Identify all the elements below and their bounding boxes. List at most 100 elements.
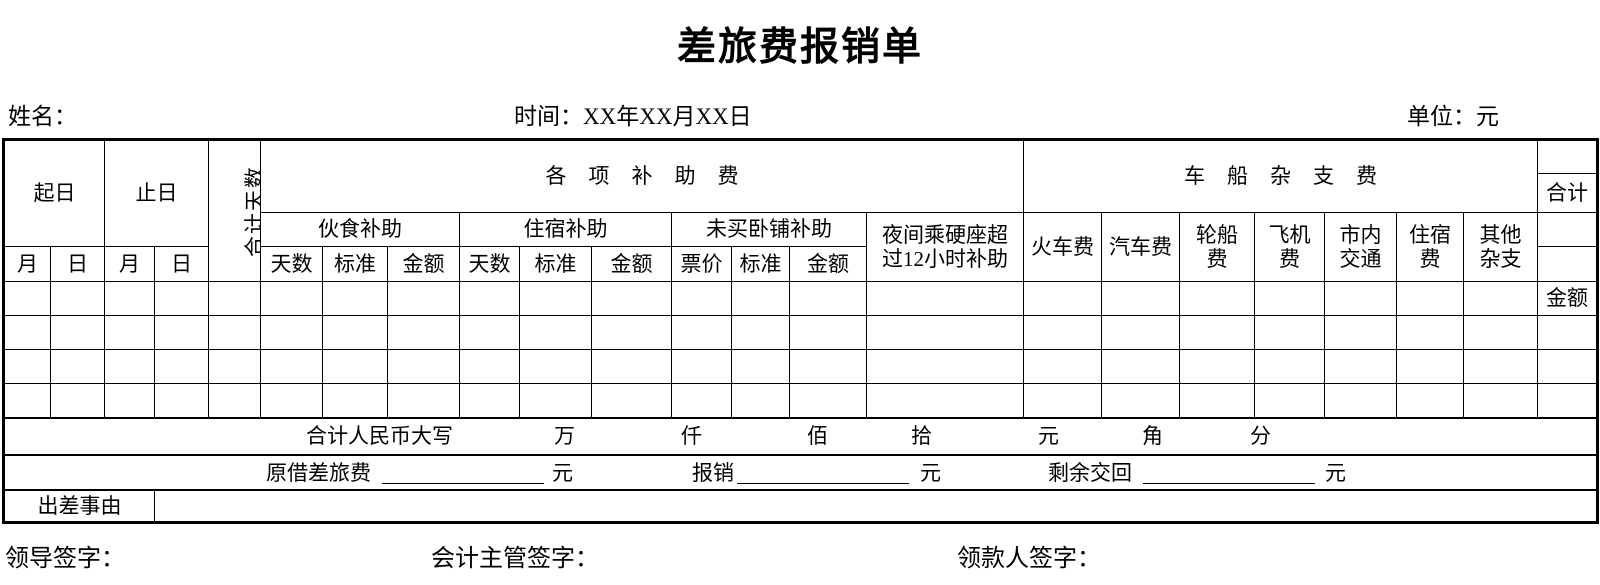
data-cell[interactable]	[1537, 315, 1599, 350]
data-cell[interactable]	[591, 315, 672, 350]
data-cell[interactable]	[208, 315, 261, 350]
data-cell[interactable]	[1396, 383, 1465, 418]
data-cell[interactable]	[104, 349, 155, 384]
data-cell[interactable]	[154, 383, 209, 418]
data-cell[interactable]	[1179, 281, 1256, 316]
data-cell[interactable]	[459, 349, 520, 384]
data-cell[interactable]	[1254, 281, 1326, 316]
data-cell[interactable]	[1396, 315, 1465, 350]
data-cell[interactable]	[322, 383, 388, 418]
data-cell[interactable]	[1324, 383, 1398, 418]
data-cell[interactable]	[519, 349, 592, 384]
data-cell[interactable]	[1023, 349, 1103, 384]
data-cell[interactable]	[1023, 383, 1103, 418]
data-cell[interactable]	[731, 383, 790, 418]
data-cell[interactable]	[1023, 315, 1103, 350]
data-cell[interactable]	[1463, 383, 1539, 418]
data-cell[interactable]	[731, 281, 790, 316]
data-cell[interactable]	[1023, 281, 1103, 316]
data-cell[interactable]	[50, 383, 105, 418]
data-cell[interactable]	[671, 281, 732, 316]
data-cell[interactable]	[1254, 383, 1326, 418]
data-cell[interactable]	[459, 281, 520, 316]
col-header-city-transport: 市内 交通	[1324, 212, 1398, 282]
expense-table: 起日 止日 合计天数 各项补助费 车船杂支费 合计 伙食补助 住宿补助 未买卧铺…	[2, 138, 1600, 524]
data-cell[interactable]	[671, 315, 732, 350]
data-cell[interactable]	[208, 281, 261, 316]
data-cell[interactable]	[1101, 349, 1181, 384]
data-cell[interactable]	[731, 349, 790, 384]
reimburse-blank-line[interactable]	[737, 482, 909, 484]
data-cell[interactable]	[322, 349, 388, 384]
trip-reason-input-cell[interactable]	[153, 488, 1599, 523]
data-cell[interactable]	[387, 281, 460, 316]
data-cell[interactable]	[50, 281, 105, 316]
data-cell[interactable]	[1179, 349, 1256, 384]
data-cell[interactable]	[154, 281, 209, 316]
data-cell[interactable]	[208, 383, 261, 418]
data-cell[interactable]	[322, 281, 388, 316]
data-cell[interactable]	[1463, 349, 1539, 384]
data-cell[interactable]	[1463, 315, 1539, 350]
data-cell[interactable]	[104, 315, 155, 350]
data-cell[interactable]	[865, 281, 1025, 316]
data-cell[interactable]	[322, 315, 388, 350]
data-cell[interactable]	[3, 315, 51, 350]
data-cell[interactable]	[154, 315, 209, 350]
data-cell[interactable]	[260, 315, 323, 350]
data-cell[interactable]	[50, 349, 105, 384]
data-cell[interactable]	[591, 281, 672, 316]
col-header-hotel-fee: 住宿 费	[1396, 212, 1465, 282]
data-cell[interactable]	[3, 383, 51, 418]
data-cell[interactable]	[387, 383, 460, 418]
data-cell[interactable]	[865, 315, 1025, 350]
data-cell[interactable]	[789, 349, 867, 384]
data-cell[interactable]	[519, 281, 592, 316]
data-cell[interactable]	[671, 383, 732, 418]
data-cell[interactable]	[1254, 349, 1326, 384]
data-cell[interactable]	[1254, 315, 1326, 350]
data-cell[interactable]	[104, 281, 155, 316]
data-cell[interactable]	[789, 281, 867, 316]
data-cell[interactable]	[459, 315, 520, 350]
data-cell[interactable]	[260, 383, 323, 418]
data-cell[interactable]	[1101, 281, 1181, 316]
data-cell[interactable]	[519, 315, 592, 350]
data-cell[interactable]	[1324, 315, 1398, 350]
data-cell[interactable]	[519, 383, 592, 418]
data-cell[interactable]	[387, 349, 460, 384]
data-cell[interactable]	[731, 315, 790, 350]
data-cell[interactable]	[104, 383, 155, 418]
data-cell[interactable]	[1101, 383, 1181, 418]
data-cell[interactable]	[1101, 315, 1181, 350]
data-cell[interactable]	[1537, 383, 1599, 418]
data-cell[interactable]	[154, 349, 209, 384]
amount-in-words-row: 合计人民币大写 万 仟 佰 拾 元 角 分	[2, 416, 1599, 455]
data-cell[interactable]	[3, 349, 51, 384]
data-cell[interactable]	[865, 383, 1025, 418]
data-cell[interactable]	[1396, 349, 1465, 384]
data-cell[interactable]	[591, 383, 672, 418]
data-cell[interactable]	[1463, 281, 1539, 316]
data-cell[interactable]	[1324, 349, 1398, 384]
data-cell[interactable]	[1396, 281, 1465, 316]
data-cell[interactable]	[591, 349, 672, 384]
data-cell[interactable]	[260, 281, 323, 316]
data-cell[interactable]	[865, 349, 1025, 384]
data-cell[interactable]	[3, 281, 51, 316]
data-cell[interactable]	[50, 315, 105, 350]
data-cell[interactable]	[208, 349, 261, 384]
data-cell[interactable]	[1179, 383, 1256, 418]
data-cell[interactable]	[260, 349, 323, 384]
data-cell[interactable]	[671, 349, 732, 384]
remain-return-blank-line[interactable]	[1143, 482, 1315, 484]
data-cell[interactable]	[1537, 349, 1599, 384]
signature-row: 领导签字： 会计主管签字： 领款人签字：	[0, 538, 1600, 572]
orig-borrow-blank-line[interactable]	[382, 482, 544, 484]
data-cell[interactable]	[1324, 281, 1398, 316]
data-cell[interactable]	[459, 383, 520, 418]
data-cell[interactable]	[387, 315, 460, 350]
data-cell[interactable]	[789, 383, 867, 418]
data-cell[interactable]	[789, 315, 867, 350]
data-cell[interactable]	[1179, 315, 1256, 350]
